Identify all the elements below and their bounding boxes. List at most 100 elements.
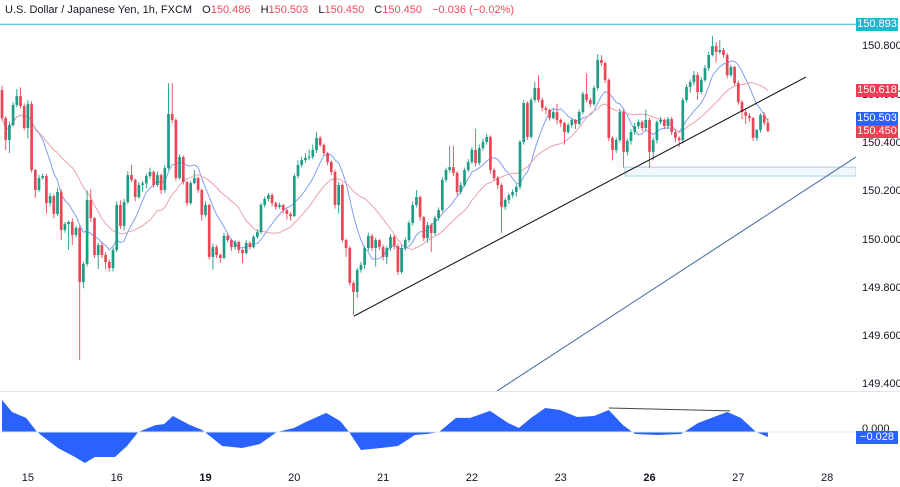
candle — [574, 119, 577, 129]
oscillator-value-badge: −0.028 — [856, 430, 898, 444]
candle — [74, 225, 78, 238]
close-label: C — [374, 4, 383, 16]
candle — [618, 108, 622, 143]
candle — [507, 192, 511, 204]
candle — [374, 237, 378, 267]
candle — [459, 182, 463, 195]
candle — [540, 97, 544, 111]
candle — [455, 171, 459, 196]
candle — [0, 85, 4, 121]
candle — [481, 138, 485, 151]
candle — [348, 246, 352, 286]
candle — [744, 109, 748, 125]
candle — [63, 221, 67, 233]
candle — [241, 248, 244, 263]
candle — [318, 136, 322, 148]
candle — [463, 167, 466, 187]
candle — [766, 118, 770, 132]
candle — [285, 208, 289, 220]
candle — [381, 244, 385, 261]
candle — [226, 234, 230, 243]
candle — [200, 188, 204, 221]
candle — [625, 138, 629, 156]
open-value: 150.486 — [210, 4, 251, 16]
candle — [366, 232, 370, 251]
candle — [378, 238, 381, 250]
candle — [344, 238, 348, 257]
candle — [211, 243, 215, 270]
oscillator-axis[interactable]: 0.000 −0.028 — [856, 392, 900, 468]
candle — [270, 192, 274, 207]
oscillator-pane[interactable] — [0, 392, 856, 468]
candle — [37, 174, 41, 192]
candle — [174, 118, 178, 181]
candle — [304, 153, 307, 163]
candle — [718, 40, 722, 55]
candle — [496, 176, 500, 190]
candle — [511, 189, 514, 198]
candle — [640, 120, 644, 132]
oscillator-trendline[interactable] — [608, 407, 731, 412]
candle — [633, 122, 637, 135]
candle — [207, 203, 211, 260]
candle — [736, 80, 740, 105]
candle — [144, 173, 148, 189]
time-label: 19 — [199, 472, 212, 484]
price-tick-label: 149.400 — [862, 378, 900, 391]
time-label: 22 — [465, 472, 479, 484]
candle — [400, 244, 403, 274]
candle — [670, 116, 674, 135]
candle — [370, 234, 374, 251]
candle — [466, 159, 470, 173]
candle — [159, 173, 163, 195]
candle — [470, 147, 474, 164]
candle — [111, 247, 115, 272]
time-axis[interactable]: 15 16 19 20 21 22 23 26 27 28 — [0, 470, 856, 487]
candle — [163, 165, 167, 193]
candle — [278, 202, 281, 209]
candle — [82, 261, 85, 289]
candle — [252, 235, 255, 249]
candle — [315, 132, 318, 154]
candle — [67, 220, 70, 250]
candle — [289, 212, 292, 221]
candle — [722, 48, 725, 58]
symbol-title: U.S. Dollar / Japanese Yen, 1h, FXCM — [5, 4, 193, 16]
black-trendline[interactable] — [353, 76, 807, 317]
candle — [326, 151, 329, 166]
candle — [352, 281, 355, 315]
candle — [611, 136, 614, 161]
candle — [215, 244, 218, 259]
candle — [526, 101, 529, 140]
candle — [714, 42, 718, 63]
candle — [662, 118, 666, 129]
candle — [426, 221, 429, 243]
price-pane[interactable] — [0, 0, 856, 391]
candle — [685, 84, 688, 103]
time-label: 26 — [643, 472, 656, 484]
candle — [107, 259, 111, 272]
candle — [392, 235, 396, 250]
candle — [341, 183, 344, 243]
candle — [181, 155, 185, 185]
pane-separator[interactable] — [0, 391, 900, 392]
blue-trendline[interactable] — [496, 156, 856, 391]
candle — [141, 180, 144, 192]
candle — [474, 128, 477, 167]
candle — [385, 246, 389, 265]
ohlc-low: L150.450 — [318, 4, 364, 16]
slow-ma-line — [1, 82, 769, 251]
candle — [548, 108, 551, 121]
time-label: 20 — [288, 472, 301, 484]
price-axis[interactable]: 150.800150.600150.400150.200150.000149.8… — [856, 0, 900, 391]
candle — [592, 85, 596, 107]
symbol-legend: U.S. Dollar / Japanese Yen, 1h, FXCM O15… — [5, 3, 514, 17]
candle — [440, 177, 444, 213]
support-zone-rectangle[interactable] — [624, 166, 856, 177]
oscillator-area — [2, 399, 768, 463]
candle — [437, 207, 440, 221]
candle — [492, 167, 496, 181]
candle — [644, 109, 648, 131]
candle — [45, 173, 48, 214]
